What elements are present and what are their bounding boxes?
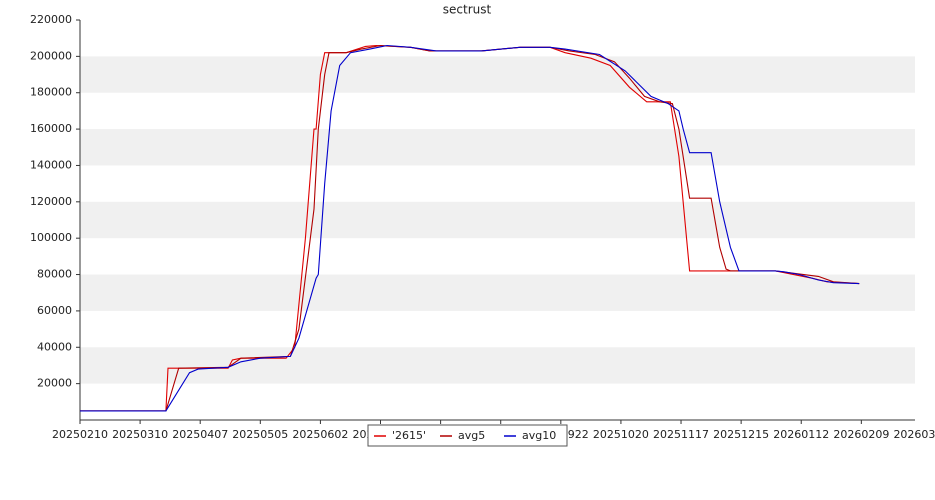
y-tick-label: 40000 <box>37 340 72 353</box>
legend: '2615' avg5 avg10 <box>367 424 568 447</box>
y-tick-label: 20000 <box>37 377 72 390</box>
x-tick-label: 20260309 <box>893 428 935 441</box>
x-tick-label: 20260209 <box>833 428 889 441</box>
legend-box <box>367 424 568 447</box>
grid-band <box>80 201 915 239</box>
grid-band <box>80 347 915 384</box>
x-tick-label: 20250602 <box>292 428 348 441</box>
grid-band <box>80 56 915 93</box>
y-tick-label: 180000 <box>30 86 72 99</box>
x-tick-label: 20251020 <box>593 428 649 441</box>
y-tick-label: 220000 <box>30 13 72 26</box>
y-tick-label: 160000 <box>30 122 72 135</box>
x-tick-label: 20250310 <box>112 428 168 441</box>
x-tick-label: 20250407 <box>172 428 228 441</box>
y-tick-label: 200000 <box>30 49 72 62</box>
y-tick-label: 100000 <box>30 231 72 244</box>
grid-band <box>80 274 915 311</box>
y-tick-label: 120000 <box>30 195 72 208</box>
x-tick-label: 20250505 <box>232 428 288 441</box>
y-tick-label: 60000 <box>37 304 72 317</box>
legend-label: avg5 <box>458 429 485 442</box>
x-tick-label: 20251117 <box>653 428 709 441</box>
series-line <box>80 44 860 412</box>
x-tick-label: 20260112 <box>773 428 829 441</box>
x-tick-label: 20251215 <box>713 428 769 441</box>
legend-label: '2615' <box>392 429 426 442</box>
x-tick-label: 20250210 <box>52 428 108 441</box>
legend-label: avg10 <box>522 429 556 442</box>
y-tick-label: 140000 <box>30 158 72 171</box>
chart-title: sectrust <box>443 3 492 17</box>
y-tick-label: 80000 <box>37 268 72 281</box>
grid-band <box>80 129 915 166</box>
